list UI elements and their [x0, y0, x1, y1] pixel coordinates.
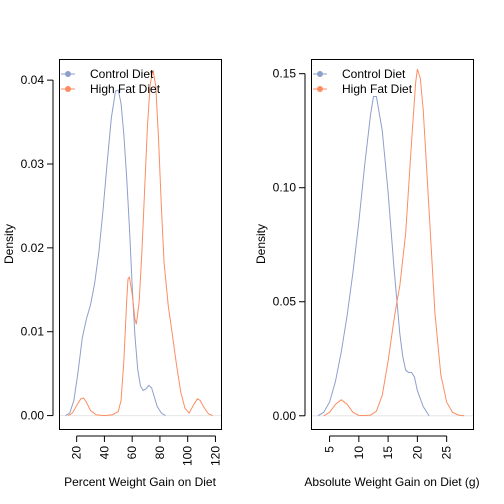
x-tick-label: 100	[181, 446, 195, 466]
y-axis-label: Density	[254, 224, 268, 264]
series-layer	[60, 69, 221, 417]
legend-marker	[317, 71, 323, 77]
plot-frame	[311, 59, 474, 430]
y-tick-label: 0.03	[21, 157, 45, 171]
y-tick-label: 0.04	[21, 73, 45, 87]
x-tick-label: 120	[208, 446, 222, 466]
y-tick-label: 0.10	[273, 181, 297, 195]
x-axis-label: Percent Weight Gain on Diet	[64, 475, 217, 489]
x-tick-label: 60	[125, 446, 139, 460]
legend-marker	[65, 71, 71, 77]
x-tick-label: 80	[153, 446, 167, 460]
series-line-high-fat-diet	[68, 69, 213, 417]
series-line-high-fat-diet	[323, 68, 465, 417]
x-axis: 20 40 60 80 100 120	[70, 435, 222, 466]
series-line-control-diet	[65, 89, 166, 417]
panel-absolute-weight-gain: 5 10 15 20 25 0.00 0.05 0.10 0.15 Absolute Weig…	[254, 59, 480, 489]
x-tick-label: 25	[440, 446, 454, 460]
x-tick-label: 5	[323, 446, 337, 453]
x-tick-label: 40	[97, 446, 111, 460]
x-tick-label: 10	[352, 446, 366, 460]
x-tick-label: 20	[70, 446, 84, 460]
y-tick-label: 0.02	[21, 241, 45, 255]
series-layer	[312, 68, 473, 417]
x-axis-label: Absolute Weight Gain on Diet (g)	[304, 475, 479, 489]
y-tick-label: 0.00	[21, 409, 45, 423]
y-axis: 0.00 0.05 0.10 0.15	[273, 67, 306, 423]
y-tick-label: 0.15	[273, 67, 297, 81]
legend-label: Control Diet	[342, 67, 406, 81]
y-tick-label: 0.00	[273, 409, 297, 423]
panel-percent-weight-gain: 20 40 60 80 100 120 0.00 0.01 0.02 0.03 0.04 Perc…	[2, 59, 222, 489]
legend-marker	[65, 86, 71, 92]
y-axis-label: Density	[2, 224, 16, 264]
series-line-control-diet	[317, 95, 430, 417]
y-tick-label: 0.01	[21, 325, 45, 339]
legend-label: Control Diet	[90, 67, 154, 81]
legend-label: High Fat Diet	[342, 82, 413, 96]
legend-label: High Fat Diet	[90, 82, 161, 96]
legend-marker	[317, 86, 323, 92]
x-tick-label: 15	[381, 446, 395, 460]
x-tick-label: 20	[410, 446, 424, 460]
plot-frame	[59, 59, 222, 430]
y-tick-label: 0.05	[273, 295, 297, 309]
x-axis: 5 10 15 20 25	[323, 435, 454, 460]
y-axis: 0.00 0.01 0.02 0.03 0.04	[21, 73, 54, 423]
